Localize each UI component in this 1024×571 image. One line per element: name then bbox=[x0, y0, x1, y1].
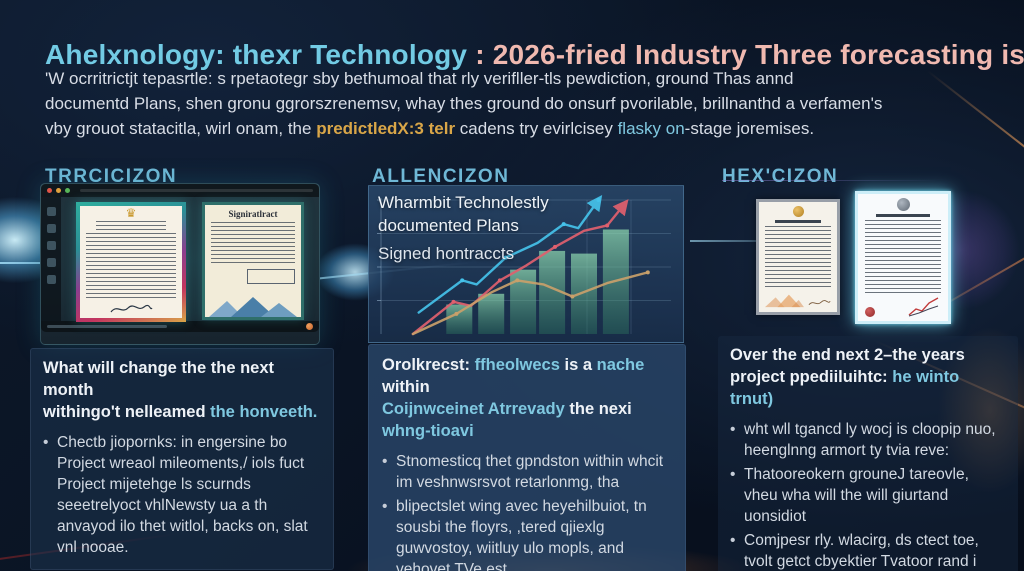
sidebar-tool-icon[interactable] bbox=[46, 224, 56, 233]
bullet-item: blipectslet wing avec heyehilbuiot, tn s… bbox=[382, 496, 672, 571]
window-statusbar bbox=[41, 321, 319, 332]
panel-middle: Orolkrecst: ffheolwecs is a nache within… bbox=[368, 344, 686, 571]
column-header-left: TRRCICIZON bbox=[45, 165, 178, 187]
subtitle: 'W ocrritrictjt tepasrtle: s rpetaotegr … bbox=[45, 66, 995, 141]
page-title: Ahelxnology: thexr Technology : 2026-fri… bbox=[45, 38, 1024, 71]
signature-box bbox=[247, 269, 295, 284]
signature-scribble bbox=[808, 300, 831, 306]
gold-seal-icon bbox=[792, 206, 804, 217]
panel-middle-heading: Orolkrecst: ffheolwecs is a nache within… bbox=[382, 356, 645, 440]
signature-scribble bbox=[110, 304, 153, 313]
document-viewer: ♛ Signiratlract bbox=[61, 197, 319, 322]
panel-left-heading: What will change the the next month with… bbox=[43, 359, 318, 421]
certificate-footer bbox=[765, 292, 831, 308]
chart-caption-line: Signed hontraccts bbox=[378, 244, 515, 263]
contract-title: Signiratlract bbox=[228, 209, 278, 219]
bullet-item: wht wll tgancd ly wocj is cloopip nuo, h… bbox=[730, 419, 1006, 461]
certificate-paper: ♛ bbox=[80, 206, 182, 318]
window-body: ♛ Signiratlract bbox=[41, 197, 319, 322]
header-underline bbox=[722, 180, 940, 181]
title-accent: : 2026-fried Industry Three forecasting … bbox=[475, 38, 1024, 70]
signed-contract-document: Signiratlract bbox=[202, 202, 304, 320]
chart-caption-line: Wharmbit Technolestly bbox=[378, 193, 549, 212]
statusbar-text-line bbox=[47, 325, 167, 328]
bullet-item: Thatooreokern grouneJ tareovle, vheu wha… bbox=[730, 464, 1006, 527]
certificate-footer bbox=[865, 295, 941, 317]
sidebar-tool-icon[interactable] bbox=[46, 207, 56, 216]
panel-right: Over the end next 2–the years project pp… bbox=[718, 336, 1018, 571]
minimize-window-icon[interactable] bbox=[56, 188, 61, 193]
document-text-lines bbox=[95, 221, 167, 231]
window-titlebar bbox=[41, 184, 319, 197]
red-seal-icon bbox=[865, 307, 875, 317]
mountain-graphic bbox=[209, 297, 297, 317]
chart-caption-line: documented Plans bbox=[378, 216, 519, 235]
panel-right-heading: Over the end next 2–the years project pp… bbox=[730, 346, 965, 408]
bullet-item: Comjpesr rly. wlacirg, ds ctect toe, tvo… bbox=[730, 530, 1006, 571]
subtitle-line-2: documentd Plans, shen gronu ggrorszrenem… bbox=[45, 94, 883, 113]
document-text-lines bbox=[765, 226, 831, 290]
sidebar-tool-icon[interactable] bbox=[46, 258, 56, 267]
crown-seal-icon: ♛ bbox=[125, 206, 137, 220]
column-header-middle: ALLENCIZON bbox=[372, 165, 510, 187]
growth-chart bbox=[377, 194, 671, 336]
maximize-window-icon[interactable] bbox=[65, 188, 70, 193]
title-main: Ahelxnology: thexr Technology bbox=[45, 38, 476, 70]
bullet-item: Stnomesticq thet gpndston within whcit i… bbox=[382, 451, 672, 493]
certificate-title-bar bbox=[876, 214, 930, 217]
subtitle-line-1: 'W ocrritrictjt tepasrtle: s rpetaotegr … bbox=[45, 69, 794, 88]
mini-chart bbox=[908, 297, 939, 317]
sidebar-tool-icon[interactable] bbox=[46, 241, 56, 250]
mountain-sketch bbox=[765, 294, 804, 308]
subtitle-line-3: vby grouot statacitla, wirl onam, the pr… bbox=[45, 119, 815, 138]
sidebar-tool-icon[interactable] bbox=[46, 275, 56, 284]
certificate-a bbox=[756, 199, 840, 315]
panel-left: What will change the the next month with… bbox=[30, 348, 334, 570]
document-text-lines bbox=[865, 220, 941, 293]
document-text-lines bbox=[86, 233, 176, 301]
window-sidebar bbox=[41, 197, 61, 321]
column-header-right: HEX'CIZON bbox=[722, 165, 839, 187]
panel-right-bullets: wht wll tgancd ly wocj is cloopip nuo, h… bbox=[730, 419, 1006, 571]
certificate-document: ♛ bbox=[76, 202, 186, 322]
trend-chart-box bbox=[368, 185, 684, 343]
certificate-title-bar bbox=[774, 220, 822, 223]
close-window-icon[interactable] bbox=[47, 188, 52, 193]
panel-left-bullets: Chectb jiopornks: in engersine bo Projec… bbox=[43, 432, 321, 558]
notification-dot-icon[interactable] bbox=[306, 323, 313, 330]
highlight-cyan: flasky on bbox=[617, 119, 685, 138]
window-tab-bar bbox=[80, 189, 313, 192]
highlight-gold: predictledX:3 telr bbox=[316, 119, 456, 138]
certificate-b-glowing bbox=[855, 191, 951, 324]
browser-window: ♛ Signiratlract bbox=[40, 183, 320, 345]
bullet-item: Chectb jiopornks: in engersine bo Projec… bbox=[43, 432, 321, 558]
gray-seal-icon bbox=[896, 198, 910, 211]
panel-middle-bullets: Stnomesticq thet gpndston within whcit i… bbox=[382, 451, 672, 571]
chart-caption: Wharmbit Technolestly documented Plans S… bbox=[378, 191, 549, 265]
document-text-lines bbox=[211, 222, 295, 266]
